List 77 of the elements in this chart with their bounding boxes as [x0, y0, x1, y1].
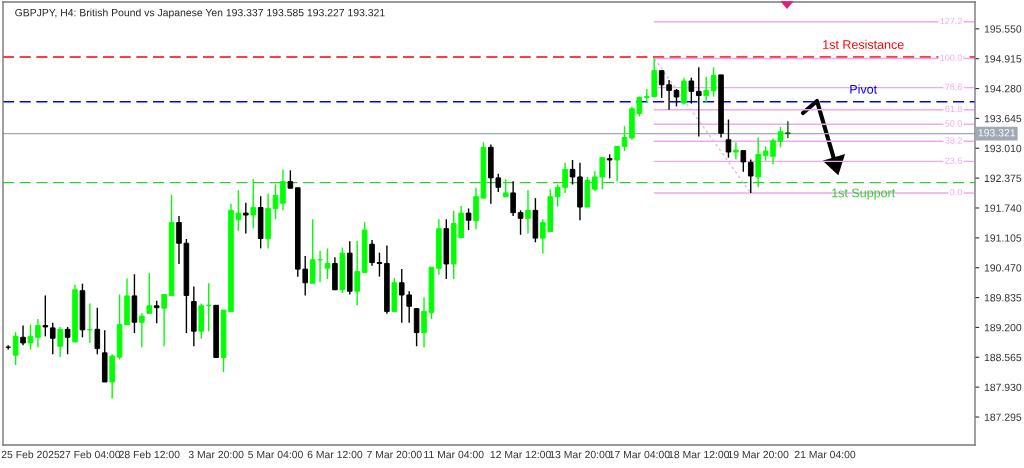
candlestick [681, 77, 687, 106]
candlestick [27, 323, 34, 351]
x-tick-label: 21 Mar 04:00 [794, 450, 856, 459]
candlestick [272, 183, 279, 220]
candlestick [139, 312, 145, 348]
text: GBPJPY, H4: British Pound vs Japanese Yen 193.337 193.585 193.227 193.321 [15, 8, 385, 19]
y-tick-label: 187.295 [984, 413, 1022, 421]
candlestick [94, 306, 101, 355]
candlestick [153, 299, 160, 324]
candlestick [280, 168, 286, 212]
x-tick-label: 12 Mar 12:00 [490, 450, 551, 459]
candlestick [20, 324, 26, 346]
candlestick [49, 322, 56, 355]
candlestick [740, 149, 747, 173]
candlestick [250, 178, 257, 229]
x-tick-label: 19 Mar 20:00 [728, 450, 789, 459]
candlestick [57, 326, 63, 358]
x-tick-label: 17 Mar 04:00 [609, 450, 670, 459]
x-tick-label: 13 Mar 20:00 [550, 450, 611, 459]
y-tick-label: 193.010 [984, 144, 1022, 153]
x-tick-label: 11 Mar 04:00 [424, 450, 484, 459]
y-tick-label: 191.740 [984, 204, 1022, 212]
candlestick [465, 207, 472, 231]
candlestick [64, 326, 71, 355]
x-tick-label: 28 Feb 12:00 [119, 450, 180, 459]
ref-line-label: 193.321 [978, 129, 1016, 137]
series-label: 0.0 [950, 188, 963, 196]
candlestick [324, 247, 331, 280]
candlestick [376, 251, 383, 278]
x-tick-label: 6 Mar 12:00 [307, 450, 363, 459]
candlestick [703, 76, 709, 104]
candlestick [421, 296, 427, 348]
candlestick [569, 159, 576, 186]
y-tick-label: 194.280 [984, 85, 1022, 93]
y-tick-label: 195.550 [984, 25, 1022, 33]
y-tick-label: 189.200 [984, 323, 1022, 332]
candlestick [517, 209, 524, 236]
x-tick-label: 27 Feb 04:00 [59, 450, 121, 459]
candlestick [606, 153, 613, 180]
candlestick [12, 331, 19, 366]
candlestick [161, 293, 167, 347]
candlestick [354, 240, 360, 307]
candlestick [710, 66, 717, 98]
candlestick [688, 77, 695, 105]
candlestick [42, 294, 49, 338]
candlestick [755, 136, 761, 188]
x-tick-label: 25 Feb 2025 [1, 450, 60, 459]
y-tick-label: 192.375 [984, 174, 1022, 182]
x-tick-label: 7 Mar 20:00 [367, 450, 422, 459]
candlestick [695, 66, 702, 138]
x-tick-label: 18 Mar 12:00 [668, 450, 730, 459]
candlestick [733, 141, 739, 161]
y-tick-label: 189.835 [984, 294, 1022, 302]
x-tick-label: 5 Mar 04:00 [248, 450, 303, 459]
y-tick-label: 188.565 [984, 353, 1022, 362]
y-tick-label: 194.915 [984, 55, 1022, 63]
candlestick [725, 118, 732, 159]
y-tick-label: 191.105 [984, 234, 1022, 242]
candlestick [309, 218, 316, 284]
candlestick [413, 307, 420, 347]
candlestick [785, 120, 791, 139]
candlestick [35, 318, 41, 348]
ref-line-label: 1st Resistance [823, 39, 904, 49]
x-tick-label: 3 Mar 20:00 [188, 450, 244, 459]
y-tick-label: 190.470 [984, 264, 1022, 272]
y-tick-label: 193.645 [984, 114, 1022, 123]
candlestick [747, 158, 754, 194]
candlestick [243, 202, 249, 235]
candlestick [614, 145, 620, 182]
candlestick [525, 189, 531, 235]
ref-line-label: Pivot [850, 84, 878, 94]
candlestick [146, 272, 153, 315]
y-tick-label: 187.930 [984, 383, 1022, 392]
candlestick [510, 180, 516, 217]
candlestick [621, 125, 628, 152]
ref-line-label: 1st Support [832, 188, 896, 200]
candlestick [369, 239, 375, 267]
